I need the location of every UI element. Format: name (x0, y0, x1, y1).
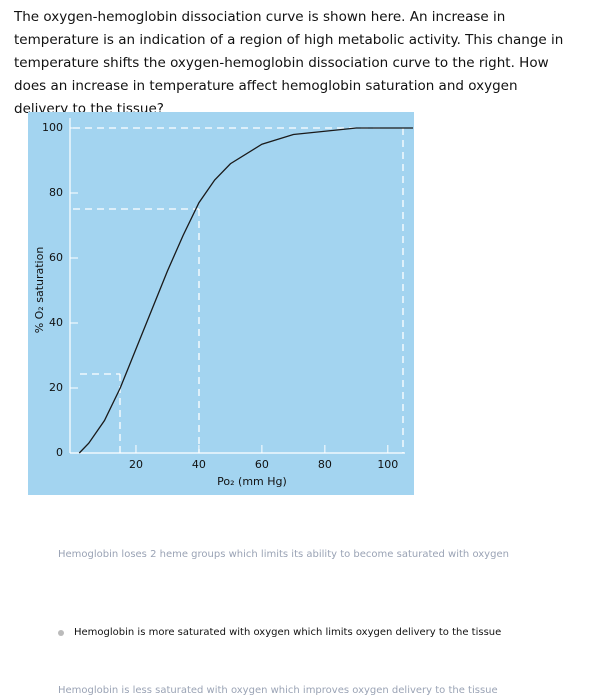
y-tick-label: 100 (42, 121, 63, 134)
curve (78, 127, 413, 454)
y-tick-label: 20 (49, 381, 63, 394)
x-tick-label: 100 (377, 458, 398, 471)
x-tick-label: 80 (318, 458, 332, 471)
y-tick-label: 40 (49, 316, 63, 329)
answer-option[interactable]: Hemoglobin loses 2 heme groups which lim… (58, 549, 509, 560)
question-text: The oxygen-hemoglobin dissociation curve… (14, 9, 564, 117)
answer-option[interactable]: Hemoglobin is more saturated with oxygen… (74, 627, 502, 638)
y-tick-label: 60 (49, 251, 63, 264)
guide-lines (73, 127, 404, 453)
chart: 0 20 40 60 80 100 20 40 60 80 100 Po₂ (mm Hg) % O₂ s… (28, 112, 414, 495)
radio-selected[interactable] (58, 630, 64, 636)
x-axis-label: Po₂ (mm Hg) (217, 475, 287, 488)
answer-option[interactable]: Hemoglobin is less saturated with oxygen… (58, 685, 498, 696)
x-tick-label: 40 (192, 458, 206, 471)
y-axis-label: % O₂ saturation (33, 247, 46, 334)
y-tick-label: 0 (56, 446, 63, 459)
plot-background (28, 112, 414, 495)
x-tick-label: 20 (129, 458, 143, 471)
y-tick-label: 80 (49, 186, 63, 199)
x-tick-label: 60 (255, 458, 269, 471)
